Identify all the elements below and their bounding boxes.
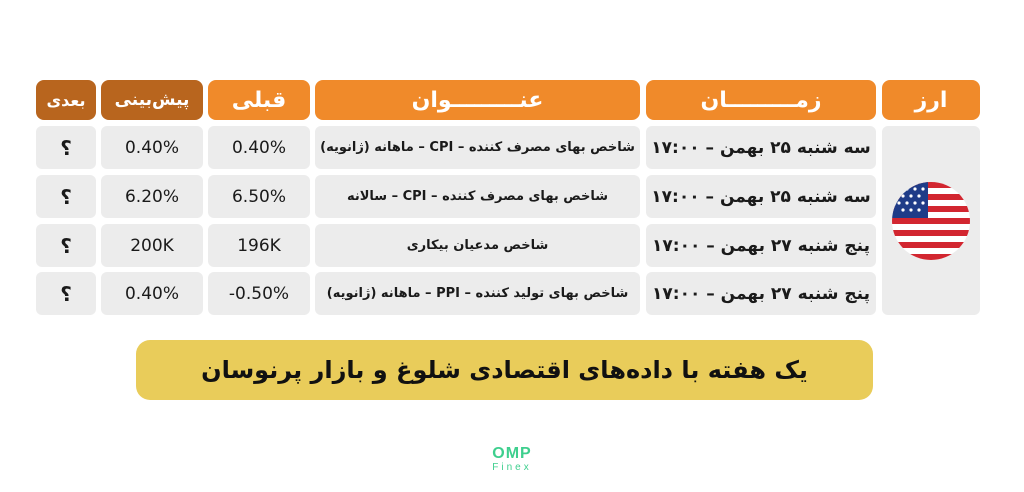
row-3-previous: 196K — [208, 224, 310, 267]
header-currency: ارز — [882, 80, 980, 120]
row-1-next: ؟ — [36, 126, 96, 169]
row-1-title: شاخص بهای مصرف کننده – CPI – ماهانه (ژان… — [315, 126, 640, 169]
row-3-forecast: 200K — [101, 224, 203, 267]
headline-banner: یک هفته با داده‌های اقتصادی شلوغ و بازار… — [136, 340, 873, 400]
row-4-time: پنج شنبه ۲۷ بهمن – ۱۷:۰۰ — [646, 272, 876, 315]
row-3-time: پنج شنبه ۲۷ بهمن – ۱۷:۰۰ — [646, 224, 876, 267]
row-2-next: ؟ — [36, 175, 96, 218]
row-3-next: ؟ — [36, 224, 96, 267]
logo-main: OMP — [492, 445, 532, 462]
row-4-next: ؟ — [36, 272, 96, 315]
row-1-time: سه شنبه ۲۵ بهمن – ۱۷:۰۰ — [646, 126, 876, 169]
row-2-title: شاخص بهای مصرف کننده – CPI – سالانه — [315, 175, 640, 218]
row-1-previous: 0.40% — [208, 126, 310, 169]
row-2-previous: 6.50% — [208, 175, 310, 218]
header-time: زمـــــــــان — [646, 80, 876, 120]
header-forecast: پیش‌بینی — [101, 80, 203, 120]
row-4-title: شاخص بهای تولید کننده – PPI – ماهانه (ژا… — [315, 272, 640, 315]
currency-cell — [882, 126, 980, 315]
usa-flag-icon — [892, 181, 970, 260]
row-4-forecast: 0.40% — [101, 272, 203, 315]
logo-sub: Finex — [492, 462, 532, 473]
row-4-previous: -0.50% — [208, 272, 310, 315]
row-1-forecast: 0.40% — [101, 126, 203, 169]
header-previous: قبلی — [208, 80, 310, 120]
omp-finex-logo: OMP Finex — [472, 446, 552, 480]
row-3-title: شاخص مدعیان بیکاری — [315, 224, 640, 267]
row-2-time: سه شنبه ۲۵ بهمن – ۱۷:۰۰ — [646, 175, 876, 218]
row-2-forecast: 6.20% — [101, 175, 203, 218]
header-title: عنـــــــــوان — [315, 80, 640, 120]
header-next: بعدی — [36, 80, 96, 120]
